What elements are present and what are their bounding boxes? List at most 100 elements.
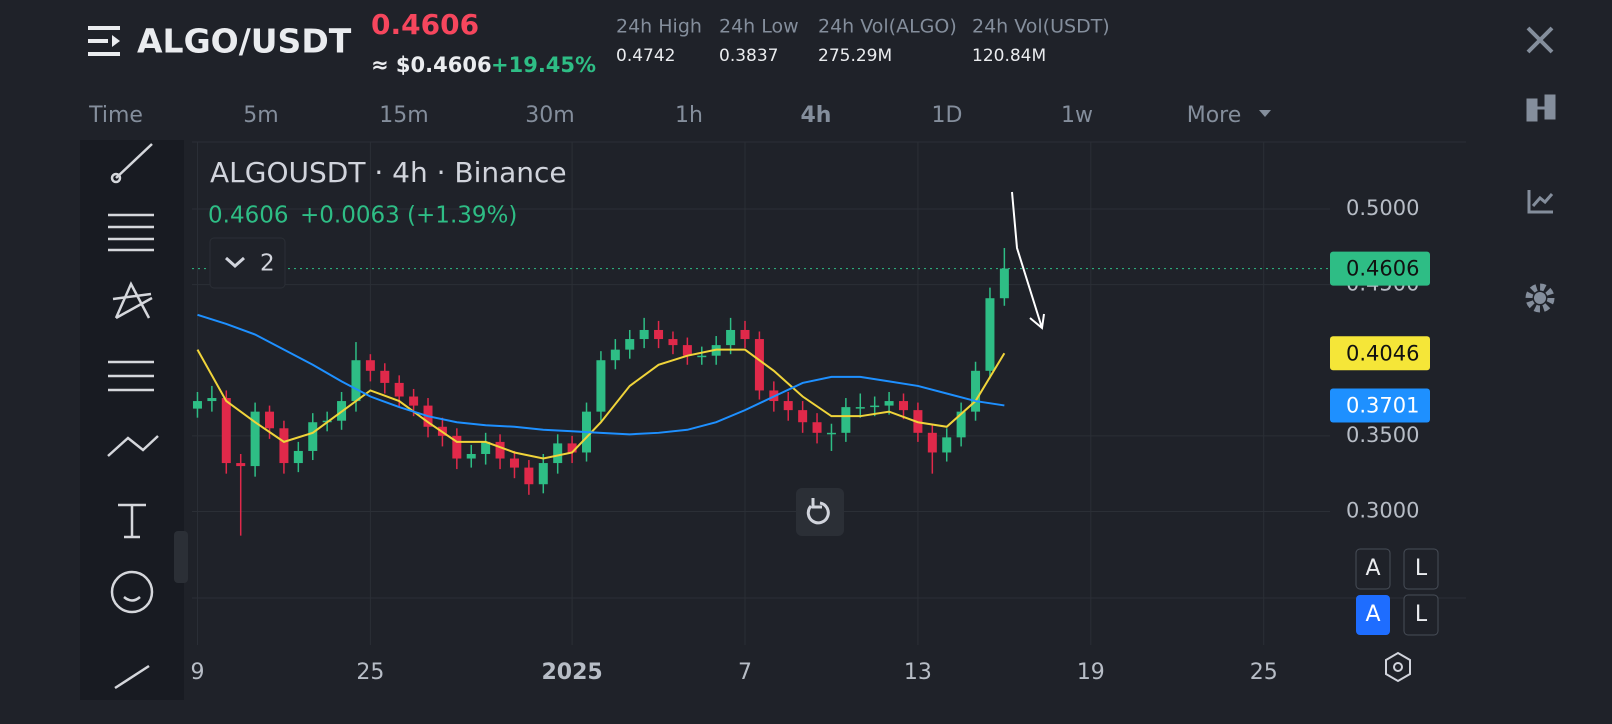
close-button[interactable]	[1526, 26, 1554, 54]
trendline-tool[interactable]	[115, 143, 153, 179]
x-tick-label: 25	[356, 660, 384, 685]
menu-icon[interactable]	[88, 26, 120, 56]
settings-center	[1534, 292, 1546, 304]
candle-body	[639, 329, 649, 340]
side-icons	[1525, 94, 1556, 313]
candle-body	[610, 349, 620, 361]
candle-body	[999, 268, 1009, 299]
moving-average	[197, 313, 1005, 436]
candle-body	[279, 428, 289, 464]
log-label-2: L	[1415, 602, 1428, 627]
candle-body	[380, 370, 390, 383]
auto-label: A	[1365, 556, 1380, 581]
ruler-tool[interactable]	[114, 664, 150, 690]
timeframe-tab[interactable]: 5m	[243, 103, 278, 128]
candle-body	[841, 407, 851, 433]
candle-body	[942, 437, 952, 453]
stats: 24h High 0.4742 24h Low 0.3837 24h Vol(ALGO)…	[616, 16, 1110, 67]
x-tick-label: 25	[1250, 660, 1278, 685]
x-tick-label: 7	[738, 660, 752, 685]
timeframe-tab[interactable]: More	[1187, 103, 1242, 128]
candle-body	[236, 463, 246, 467]
candle-body	[221, 398, 231, 464]
legend-change: +0.0063 (+1.39%)	[300, 203, 517, 229]
price-tag-label: 0.4606	[1346, 257, 1419, 281]
moving-average	[196, 348, 1006, 460]
trendline-tool-dot	[110, 172, 122, 184]
candle-body	[524, 467, 534, 485]
timeframe-tab[interactable]: 15m	[379, 103, 428, 128]
candle-body	[985, 298, 995, 371]
projection-tool[interactable]	[108, 360, 154, 392]
price-tag-label: 0.3701	[1346, 393, 1419, 417]
scale-buttons: A L A L	[1355, 548, 1439, 636]
timeframe-tab[interactable]: 1h	[675, 103, 703, 128]
chart-legend: ALGOUSDT · 4h · Binance 0.4606 +0.0063 (…	[208, 156, 567, 289]
path-tool[interactable]	[107, 435, 159, 457]
price-tag-label: 0.4046	[1346, 341, 1419, 365]
more-caret[interactable]	[1259, 110, 1271, 117]
candle-body	[538, 463, 548, 485]
y-tick-label: 0.3500	[1346, 423, 1419, 447]
candle-body	[409, 396, 419, 406]
collapse-tab[interactable]	[174, 531, 188, 583]
candle-body	[654, 329, 664, 340]
timeframe-tab[interactable]: 1w	[1061, 103, 1093, 128]
candle-body	[265, 411, 275, 429]
settings-icon[interactable]	[1525, 283, 1555, 313]
timeframe-tab[interactable]: 1D	[932, 103, 963, 128]
log-button[interactable]	[1403, 548, 1439, 590]
stat-value: 275.29M	[818, 46, 892, 66]
stat-label: 24h Low	[719, 16, 799, 38]
candle-body	[956, 411, 966, 438]
candle-body	[884, 401, 894, 406]
emoji-smile	[123, 596, 141, 602]
candle-body	[870, 405, 880, 408]
tool-icons	[107, 143, 188, 690]
candle-body	[754, 339, 764, 391]
candle-body	[812, 422, 822, 433]
candle-body	[899, 401, 909, 411]
candle-body	[826, 432, 836, 435]
log-label: L	[1415, 556, 1428, 581]
stat-label: 24h Vol(ALGO)	[818, 16, 957, 38]
auto-label-active: A	[1365, 602, 1380, 627]
price-tag	[1330, 251, 1430, 286]
emoji-tool[interactable]	[110, 570, 154, 614]
auto-button[interactable]	[1355, 548, 1391, 590]
stat-value: 0.4742	[616, 46, 675, 66]
candle-body	[553, 443, 563, 464]
candle-body	[365, 360, 375, 371]
drawn-arrow	[1011, 191, 1045, 330]
candle-body	[740, 329, 750, 340]
legend-price: 0.4606	[208, 203, 288, 229]
fib-tool[interactable]	[108, 213, 154, 252]
candle-body	[207, 398, 217, 402]
layout-icon[interactable]	[1385, 651, 1411, 683]
candle-body	[495, 441, 505, 459]
reset-button[interactable]	[796, 488, 844, 536]
text-tool[interactable]	[118, 503, 146, 539]
candle-body	[452, 435, 462, 459]
price-tag	[1330, 336, 1430, 371]
candle-body	[682, 345, 692, 356]
toolbar	[80, 140, 184, 700]
timeframe-tab[interactable]: 4h	[801, 103, 832, 128]
chart-icon[interactable]	[1527, 190, 1554, 214]
candle-body	[308, 422, 318, 451]
stat-value: 120.84M	[972, 46, 1046, 66]
candle-body	[293, 450, 303, 464]
indicator-icon[interactable]	[1526, 94, 1556, 122]
candle-body	[726, 329, 736, 346]
candle-body	[250, 411, 260, 467]
stat-value: 0.3837	[719, 46, 778, 66]
indicator-toggle[interactable]	[209, 237, 286, 289]
log-button-2[interactable]	[1403, 594, 1439, 636]
pair-title[interactable]: ALGO/USDT	[137, 22, 352, 61]
timeframe-tab[interactable]: 30m	[525, 103, 574, 128]
timeframe-tab[interactable]: Time	[88, 103, 143, 128]
price-tag	[1330, 388, 1430, 423]
auto-button-active[interactable]	[1356, 595, 1390, 635]
pattern-tool[interactable]	[112, 281, 153, 320]
